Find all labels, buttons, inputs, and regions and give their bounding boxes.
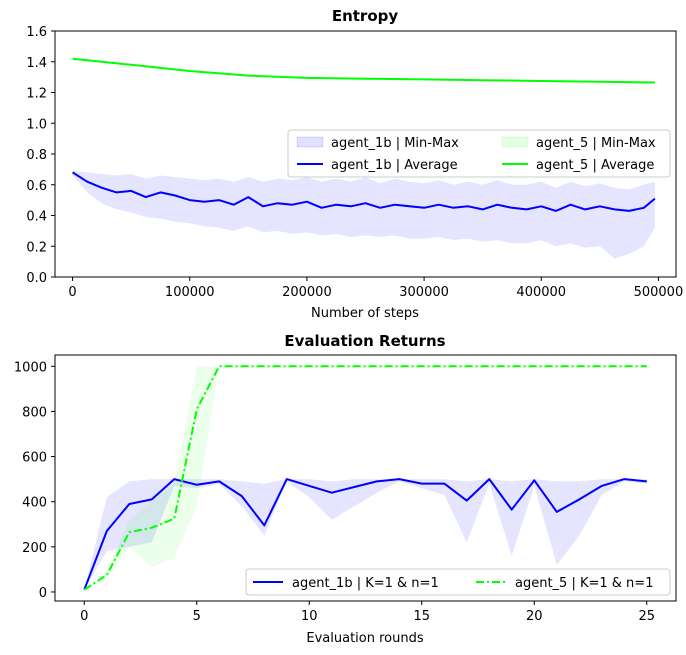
y-tick-label: 400 [22,496,47,511]
legend: agent_1b | K=1 & n=1 agent_5 | K=1 & n=1 [245,568,671,596]
min-max-bands [72,58,655,259]
y-tick-label: 1000 [14,360,47,375]
evaluation-returns-chart: Evaluation Returns 0 5 10 15 20 25 0 200 400 600… [14,332,677,646]
x-tick-label: 500000 [634,285,684,300]
x-axis-label: Evaluation rounds [306,631,423,646]
series-line-0 [72,171,656,212]
y-axis-ticks: 0.0 0.2 0.4 0.6 0.8 1.0 1.2 1.4 1.6 [26,25,55,286]
series-line-1 [83,365,647,591]
x-tick-label: 5 [193,609,201,624]
legend-label: agent_5 | Min-Max [536,136,656,151]
x-tick-label: 100000 [165,285,215,300]
x-axis-ticks: 0 5 10 15 20 25 [80,601,655,624]
legend-label: agent_1b | Min-Max [331,136,459,151]
chart-title: Evaluation Returns [284,332,445,350]
series-band-0 [72,170,655,259]
y-tick-label: 0.2 [26,240,47,255]
legend-swatch-agent1b-band [296,136,324,148]
y-tick-label: 0.4 [26,210,47,225]
y-tick-label: 1.4 [26,56,47,71]
y-tick-label: 1.2 [26,87,47,102]
y-tick-label: 1.6 [26,25,47,40]
entropy-chart: Entropy 0 100000 200000 300000 400000 500000 … [26,7,683,321]
y-tick-label: 600 [22,451,47,466]
series-band-0 [84,479,647,590]
x-tick-label: 15 [413,609,430,624]
legend-label: agent_5 | K=1 & n=1 [515,576,653,591]
legend-box [287,129,671,178]
series-line-1 [72,57,655,84]
y-tick-label: 0 [39,586,47,601]
legend: agent_1b | Min-Max agent_1b | Average ag… [287,129,671,178]
x-tick-label: 0 [68,285,76,300]
y-tick-label: 0.6 [26,179,47,194]
x-axis-ticks: 0 100000 200000 300000 400000 500000 [68,277,683,300]
x-tick-label: 300000 [399,285,449,300]
series-lines [72,57,656,212]
plot-frame [54,354,677,602]
x-axis-label: Number of steps [311,306,419,321]
y-axis-ticks: 0 200 400 600 800 1000 [14,360,55,601]
y-tick-label: 800 [22,405,47,420]
legend-label: agent_5 | Average [536,158,654,173]
x-tick-label: 0 [80,609,88,624]
series-lines [83,365,647,591]
x-tick-label: 200000 [282,285,332,300]
y-tick-label: 0.8 [26,148,47,163]
min-max-bands [84,366,647,590]
y-tick-label: 1.0 [26,117,47,132]
series-line-0 [83,478,647,591]
x-tick-label: 400000 [516,285,566,300]
y-tick-label: 0.0 [26,271,47,286]
y-tick-label: 200 [22,541,47,556]
legend-swatch-agent5-band [501,136,529,148]
x-tick-label: 25 [638,609,655,624]
legend-label: agent_1b | K=1 & n=1 [292,576,439,591]
x-tick-label: 20 [526,609,543,624]
legend-label: agent_1b | Average [331,158,458,173]
series-band-1 [84,366,647,590]
legend-box [245,568,671,596]
chart-title: Entropy [332,7,399,25]
x-tick-label: 10 [301,609,318,624]
